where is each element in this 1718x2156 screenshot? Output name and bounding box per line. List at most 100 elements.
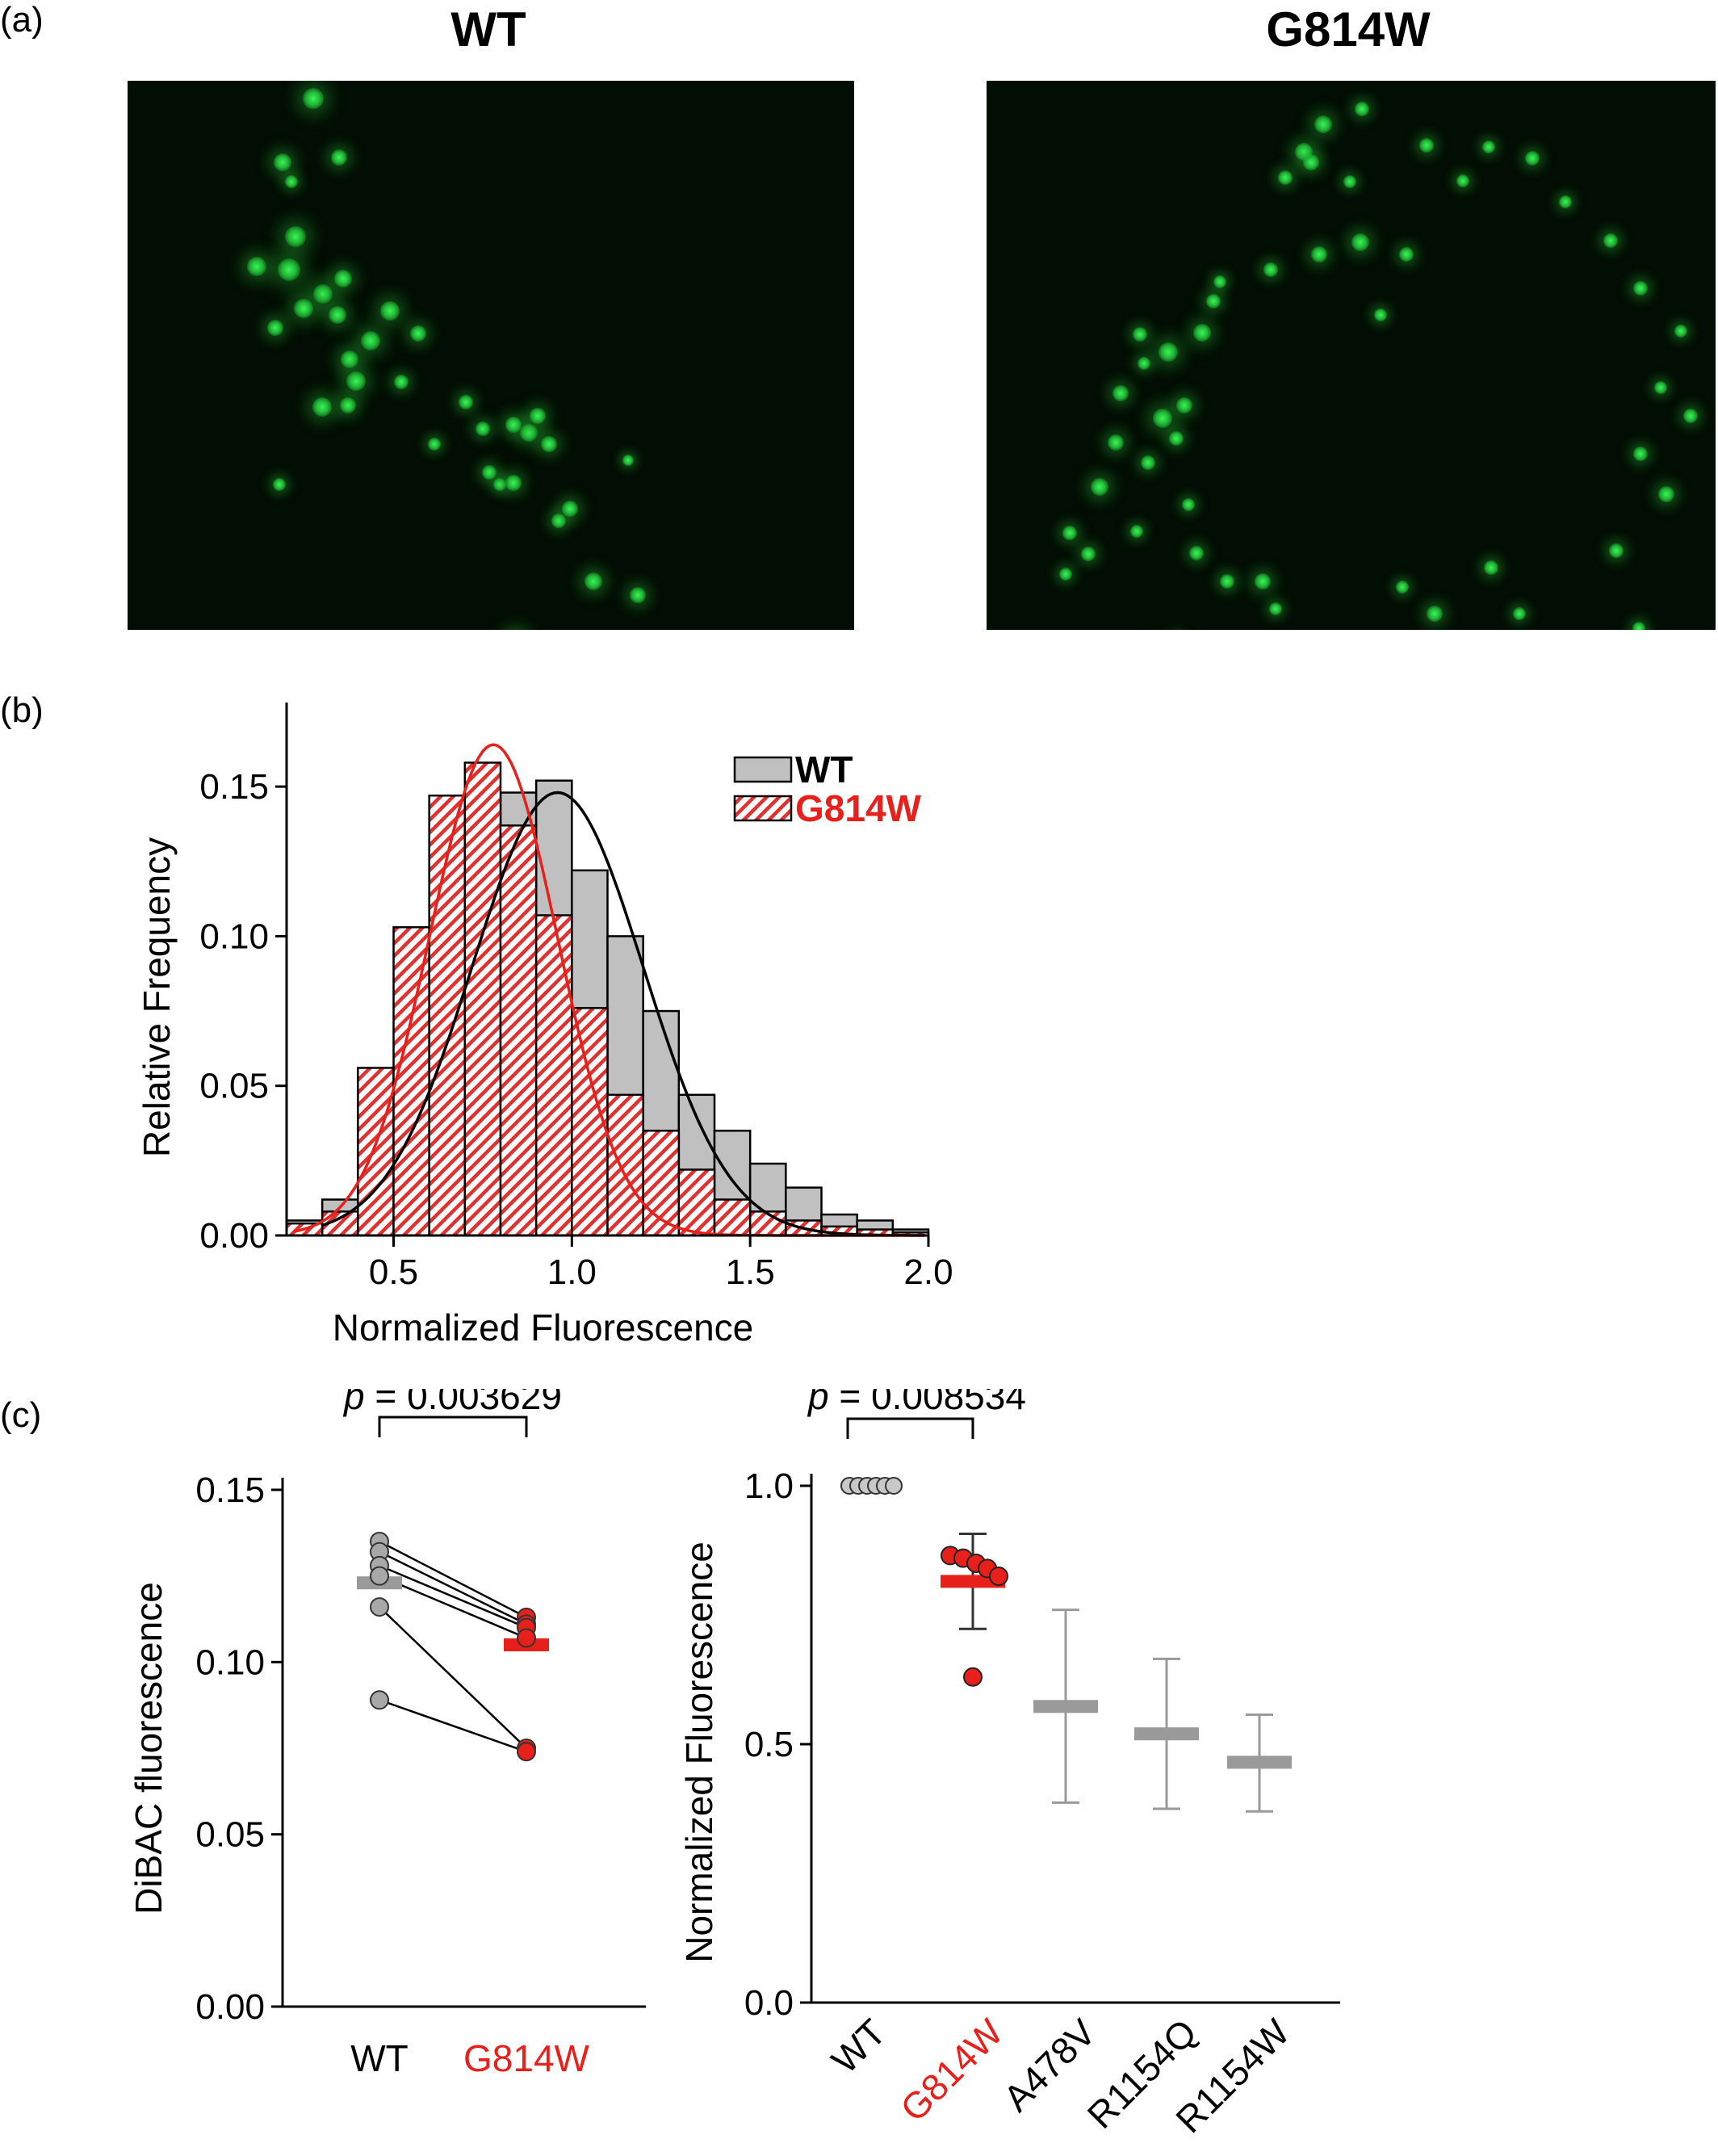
fluorescent-cell — [247, 257, 266, 276]
fluorescent-cell — [1311, 246, 1327, 262]
pair-line — [379, 1606, 527, 1749]
fluorescent-cell — [622, 455, 634, 466]
fluorescent-cell — [1351, 233, 1369, 251]
fluorescent-cell — [551, 514, 566, 528]
fluorescent-cell — [1255, 573, 1271, 589]
fluorescent-cell — [380, 301, 400, 321]
micrograph-wt-title: WT — [450, 2, 526, 57]
fluorescent-cell — [1609, 543, 1624, 558]
pair-line — [379, 1575, 527, 1639]
fluorescent-cell — [1658, 486, 1674, 502]
fluorescent-cell — [1303, 154, 1319, 170]
y-tick-label: 0.10 — [199, 917, 269, 956]
y-tick-label: 0.5 — [744, 1725, 794, 1764]
mean-bar — [1134, 1727, 1199, 1741]
x-category-label: WT — [823, 2011, 894, 2081]
y-tick-label: 0.00 — [195, 1987, 265, 2027]
fluorescent-cell — [1141, 455, 1155, 470]
panel-c-label: (c) — [0, 1395, 42, 1435]
fluorescent-cell — [1343, 175, 1356, 188]
fluorescent-cell — [274, 153, 291, 171]
fluorescent-cell — [1059, 568, 1072, 581]
data-point-wt — [885, 1477, 903, 1495]
micrograph-g814w — [987, 81, 1716, 630]
histogram-chart: 0.5 1.0 1.5 2.0 0.00 0.05 0.10 0.15 Normalized F… — [136, 703, 953, 1349]
legend-swatch-wt — [733, 756, 793, 783]
y-tick-label: 0.05 — [199, 1067, 269, 1106]
y-tick-label: 0.15 — [199, 767, 269, 807]
y-axis-label: Normalized Fluorescence — [678, 1541, 720, 1963]
fluorescent-cell — [1062, 526, 1077, 540]
y-tick-label: 0.15 — [195, 1470, 265, 1510]
pair-line — [379, 1540, 527, 1618]
histogram-bar — [428, 794, 467, 1237]
x-tick-label: 2.0 — [903, 1252, 953, 1292]
p-value: = 0.008534 — [829, 1389, 1026, 1417]
fluorescent-cell — [394, 375, 409, 389]
fluorescent-cell — [329, 306, 346, 324]
fluorescent-cell — [1213, 275, 1226, 288]
fluorescent-cell — [1278, 170, 1293, 185]
legend-swatch-g814w — [733, 795, 793, 822]
x-category-label: G814W — [892, 2011, 1011, 2129]
fluorescent-cell — [1169, 431, 1184, 446]
fluorescent-cell — [267, 320, 283, 336]
fluorescent-cell — [1189, 546, 1204, 560]
fluorescent-cell — [482, 465, 497, 480]
fluorescent-cell — [1206, 294, 1221, 308]
fluorescent-cell — [313, 284, 333, 304]
fluorescent-cell — [273, 478, 286, 491]
fluorescent-cell — [630, 587, 646, 603]
p-value-label: p = 0.008534 — [807, 1389, 1026, 1417]
mean-bar — [1033, 1700, 1098, 1713]
x-category-label: G814W — [463, 2037, 590, 2079]
fluorescent-cell — [493, 478, 506, 491]
fluorescent-cell — [1314, 115, 1332, 133]
fluorescent-cell — [278, 258, 300, 281]
fluorescent-cell — [340, 397, 356, 413]
histogram-bar — [677, 1168, 716, 1237]
p-symbol: p — [807, 1389, 829, 1417]
x-tick-label: 1.0 — [547, 1252, 597, 1292]
fluorescent-cell — [1674, 325, 1687, 338]
histogram-bar — [606, 1093, 644, 1237]
y-axis-label: Relative Frequency — [136, 837, 178, 1157]
data-point-g814w — [989, 1567, 1008, 1586]
fluorescent-cell — [341, 350, 358, 368]
fluorescent-cell — [476, 422, 490, 436]
fluorescent-cell — [410, 325, 426, 342]
fluorescent-cell — [1633, 447, 1648, 461]
fluorescent-cell — [562, 501, 578, 517]
significance-bracket — [846, 1417, 974, 1439]
fluorescent-cell — [1633, 281, 1648, 296]
fluorescent-cell — [1263, 262, 1278, 277]
x-axis-label: Normalized Fluorescence — [333, 1307, 754, 1349]
fluorescent-cell — [1419, 138, 1434, 153]
fluorescent-cell — [1525, 151, 1540, 166]
fluorescent-cell — [1396, 581, 1409, 594]
fluorescent-cell — [1108, 434, 1124, 451]
fluorescent-cell — [1182, 498, 1195, 511]
fluorescent-cell — [1091, 478, 1108, 496]
fluorescent-cell — [285, 175, 298, 188]
data-point-wt — [370, 1690, 389, 1710]
x-tick-label: 0.5 — [369, 1252, 418, 1292]
fluorescent-cell — [1269, 602, 1282, 615]
fluorescent-cell — [1482, 141, 1495, 153]
data-point-g814w — [517, 1628, 536, 1648]
fluorescent-cell — [530, 408, 546, 424]
fluorescent-cell — [520, 424, 538, 442]
pair-line — [379, 1564, 527, 1629]
x-category-label: WT — [350, 2037, 409, 2079]
histogram-bar — [713, 1198, 752, 1237]
fluorescent-cell — [541, 436, 557, 452]
micrograph-g814w-title: G814W — [1266, 2, 1431, 57]
fluorescent-cell — [334, 270, 352, 287]
fluorescent-cell — [428, 438, 441, 451]
y-tick-label: 1.0 — [744, 1466, 794, 1506]
histogram-bar — [392, 926, 430, 1237]
fluorescent-cell — [505, 417, 522, 433]
y-tick-label: 0.0 — [744, 1983, 794, 2023]
